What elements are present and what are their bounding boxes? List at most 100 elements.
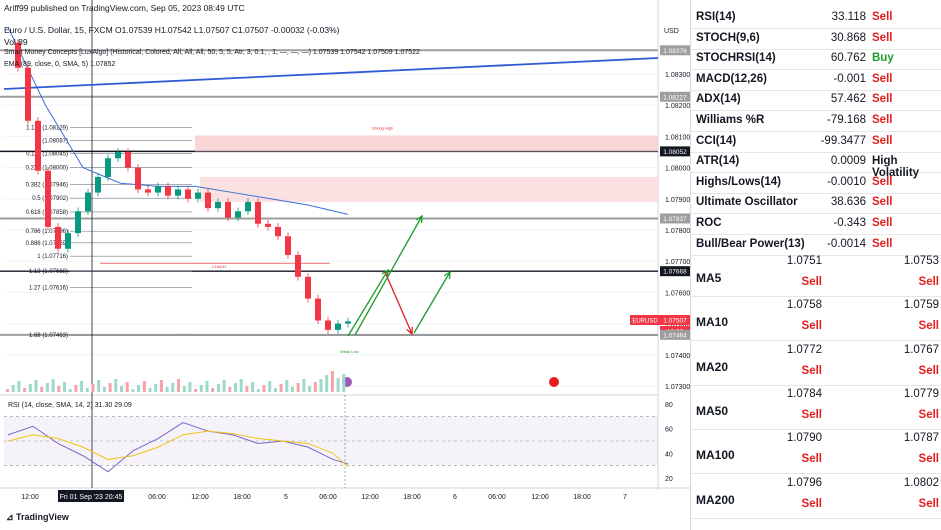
price-tag-bg	[660, 146, 690, 157]
candle-body	[285, 236, 291, 255]
price-tag-bg	[660, 213, 690, 224]
candle-body	[55, 226, 61, 249]
volume-bar	[342, 374, 346, 392]
fib-level-label: 0.886 (1.07759)	[26, 241, 68, 247]
volume-bar	[182, 386, 186, 392]
ma-exp-action: Sell	[918, 453, 939, 466]
volume-bar	[108, 383, 112, 392]
fib-level-label: 0.786 (1.07796)	[26, 229, 68, 235]
price-tick-label: 1.08000	[665, 166, 690, 173]
candle-body	[125, 152, 131, 168]
price-chart[interactable]: 1.08300 1.08200 1.08100 1.08000 1.07900 1.078…	[0, 0, 690, 530]
volume-bar	[148, 388, 152, 392]
ma-exp-value: 1.0759	[903, 299, 939, 312]
indicator-row: RSI(14) 33.118 Sell	[691, 7, 941, 29]
volume-bar	[171, 383, 175, 392]
rsi-series-line	[7, 430, 349, 468]
price-tick-label: 1.07600	[665, 290, 690, 297]
candle-body	[135, 167, 141, 190]
ma-name: MA100	[696, 448, 735, 463]
price-tick-label: 1.07800	[665, 228, 690, 235]
event-flag-icon	[549, 377, 559, 387]
candle-body	[345, 321, 351, 324]
volume-bar	[325, 375, 329, 392]
ma-exp-value: 1.0802	[903, 476, 939, 489]
volume-bar	[23, 388, 27, 392]
ma-exp-action: Sell	[918, 276, 939, 288]
candle-body	[145, 189, 151, 193]
volume-bar	[228, 387, 232, 392]
ma-name: MA20	[696, 359, 729, 374]
price-tick-label: 1.08200	[665, 103, 690, 110]
candle-body	[205, 192, 211, 209]
tradingview-brand: TradingView	[16, 512, 69, 522]
rsi-tick-label: 60	[665, 427, 673, 434]
time-tick-label: 18:00	[573, 494, 591, 501]
candle-body	[225, 201, 231, 218]
time-tick-label: 18:00	[233, 494, 251, 501]
candle-body	[315, 298, 321, 321]
moving-average-row: MA10 1.0758 1.0759 Sell Sell	[691, 296, 941, 342]
indicator-name: ATR(14)	[696, 155, 740, 168]
volume-bar	[85, 388, 89, 392]
indicator-value: 33.118	[831, 11, 866, 23]
indicator-row: ADX(14) 57.462 Sell	[691, 89, 941, 112]
ma-simple-value: 1.0784	[786, 387, 822, 400]
ma-name: MA50	[696, 403, 729, 418]
tradingview-logo-icon: ⊿	[6, 512, 17, 522]
candle-body	[65, 233, 71, 249]
volume-bar	[45, 383, 49, 392]
indicator-value: 38.636	[830, 196, 866, 209]
fib-level-label: 1.27 (1.07616)	[29, 285, 68, 291]
ma-simple-action: Sell	[801, 408, 822, 421]
indicator-row: Williams %R -79.168 Sell	[691, 110, 941, 132]
ma-exp-value: 1.0779	[903, 387, 939, 400]
volume-bar	[142, 381, 146, 392]
ma-name: MA5	[696, 271, 722, 285]
indicator-value: -0.0010	[826, 175, 866, 188]
volume-line: Vol 89	[4, 37, 28, 47]
volume-bar	[296, 383, 300, 392]
candle-body	[95, 176, 101, 193]
indicator-value: 30.868	[830, 31, 866, 44]
candle-body	[15, 42, 21, 68]
volume-bar	[51, 379, 55, 392]
price-tag-bg	[660, 329, 690, 340]
volume-bar	[6, 389, 9, 392]
price-tag-bg	[660, 45, 690, 56]
candle-body	[305, 276, 311, 299]
volume-bar	[268, 381, 272, 392]
rsi-tick-label: 80	[665, 402, 673, 409]
moving-average-row: MA100 1.0790 1.0787 Sell Sell	[691, 429, 941, 475]
fib-level-label: 1.113 (1.08129)	[26, 125, 68, 131]
volume-bar	[330, 371, 334, 392]
fib-level-label: 1 (1.07716)	[37, 254, 68, 260]
chart-pane[interactable]: 1.08300 1.08200 1.08100 1.08000 1.07900 1.078…	[0, 0, 690, 530]
moving-average-row: MA20 1.0772 1.0767 Sell Sell	[691, 341, 941, 386]
time-tick-label: 5	[284, 494, 288, 501]
candle-body	[235, 211, 241, 218]
indicator-action: Sell	[872, 11, 893, 23]
ma-simple-action: Sell	[801, 453, 822, 466]
indicator-action: Sell	[872, 93, 893, 106]
time-tick-label: 12:00	[191, 494, 209, 501]
price-tag-bg	[660, 315, 690, 325]
volume-bar	[285, 380, 289, 392]
indicator-action: Sell	[872, 72, 893, 85]
price-tag: 1.07668	[663, 269, 687, 276]
volume-bar	[194, 389, 198, 392]
time-tick-label: 7	[623, 494, 627, 501]
volume-bar	[165, 387, 169, 392]
volume-bar	[63, 382, 66, 392]
volume-bar	[40, 387, 44, 392]
projection-arrow-down	[384, 271, 413, 335]
volume-bar	[319, 379, 323, 392]
volume-bar	[74, 385, 78, 392]
volume-bar	[234, 383, 237, 392]
indicator-row: STOCH(9,6) 30.868 Sell	[691, 28, 941, 50]
projection-arrow-up-3	[354, 215, 423, 336]
ma-exp-action: Sell	[918, 497, 939, 510]
symbol-tag: EURUSD	[632, 319, 658, 325]
volume-bar	[91, 384, 95, 392]
ma-exp-value: 1.0767	[903, 343, 939, 356]
